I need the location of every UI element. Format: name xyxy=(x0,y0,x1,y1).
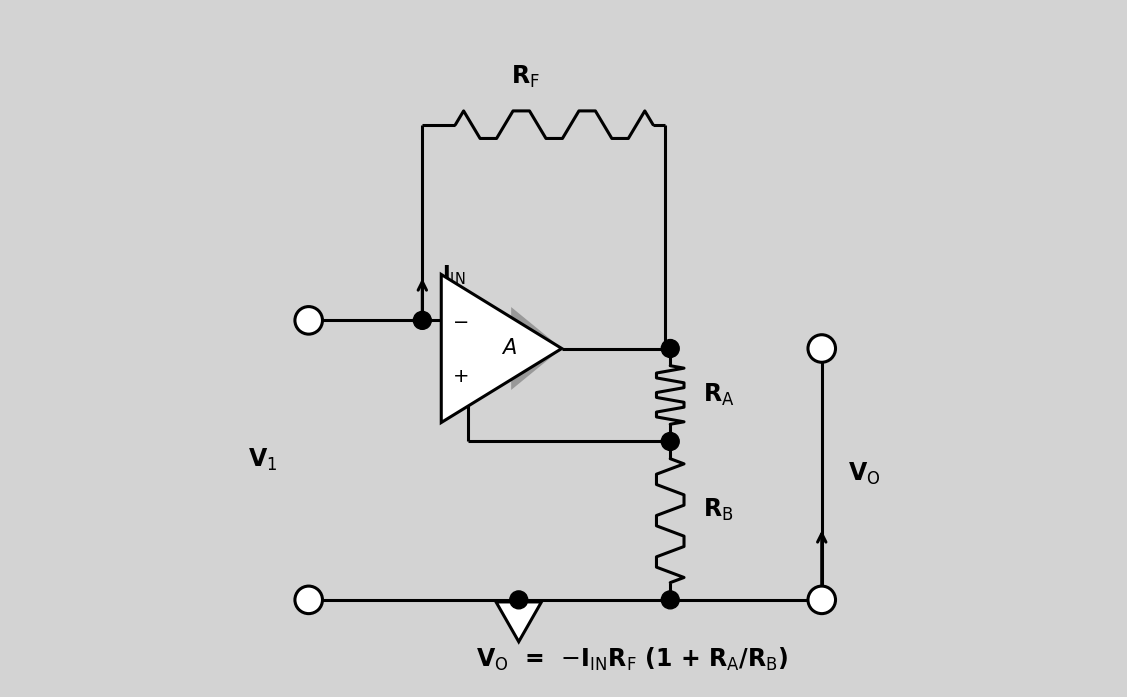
Circle shape xyxy=(295,586,322,613)
Polygon shape xyxy=(512,307,561,390)
Text: $+$: $+$ xyxy=(452,367,469,386)
Polygon shape xyxy=(442,275,561,422)
Polygon shape xyxy=(518,602,541,642)
Circle shape xyxy=(808,335,835,362)
Circle shape xyxy=(509,591,527,608)
Text: V$_\mathsf{O}$  =  $-$I$_\mathsf{IN}$R$_\mathsf{F}$ (1 + R$_\mathsf{A}$/R$_\math: V$_\mathsf{O}$ = $-$I$_\mathsf{IN}$R$_\m… xyxy=(477,646,789,673)
Text: V$_\mathsf{1}$: V$_\mathsf{1}$ xyxy=(248,447,277,473)
Circle shape xyxy=(662,433,680,450)
Circle shape xyxy=(662,591,680,608)
Text: I$_\mathsf{IN}$: I$_\mathsf{IN}$ xyxy=(442,263,465,287)
Text: $-$: $-$ xyxy=(452,311,469,330)
Text: R$_\mathsf{F}$: R$_\mathsf{F}$ xyxy=(512,64,540,90)
Circle shape xyxy=(414,312,432,329)
Text: R$_\mathsf{A}$: R$_\mathsf{A}$ xyxy=(703,382,735,408)
Circle shape xyxy=(808,586,835,613)
Text: $A$: $A$ xyxy=(500,339,516,358)
Circle shape xyxy=(662,339,680,358)
Polygon shape xyxy=(496,602,541,642)
Text: V$_\mathsf{O}$: V$_\mathsf{O}$ xyxy=(848,461,880,487)
Text: R$_\mathsf{B}$: R$_\mathsf{B}$ xyxy=(703,497,734,523)
Circle shape xyxy=(295,307,322,334)
